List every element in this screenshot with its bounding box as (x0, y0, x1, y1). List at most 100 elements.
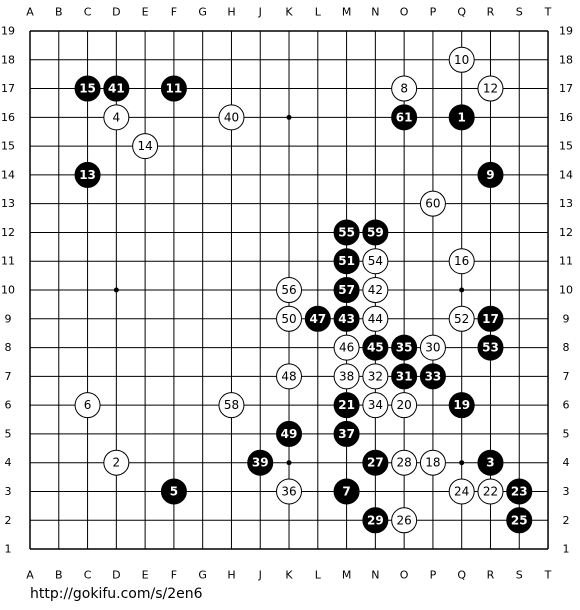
coordinates: AABBCCDDEEFFGGHHJJKKLLMMNNOOPPQQRRSSTT19… (1, 6, 573, 582)
row-label: 8 (563, 341, 570, 354)
star-point (459, 287, 465, 293)
column-label: D (112, 569, 120, 582)
row-label: 10 (559, 284, 573, 297)
move-number: 55 (338, 225, 355, 239)
stone-disc (333, 392, 360, 419)
stone: 23 (506, 478, 533, 505)
footer-url: http://gokifu.com/s/2en6 (30, 586, 203, 602)
stone: 5 (160, 478, 187, 505)
stone-disc (477, 478, 504, 505)
stone-disc (160, 478, 187, 505)
stone: 35 (391, 334, 418, 361)
stone: 24 (448, 478, 475, 505)
stone: 1 (448, 104, 475, 131)
row-label: 19 (1, 25, 15, 38)
move-number: 27 (367, 456, 384, 470)
stone-disc (333, 219, 360, 246)
move-number: 57 (338, 283, 355, 297)
stone: 10 (448, 46, 475, 73)
stone-disc (477, 305, 504, 332)
move-number: 29 (367, 513, 384, 527)
stone: 52 (448, 305, 475, 332)
stone: 37 (333, 420, 360, 447)
stone-disc (391, 104, 418, 131)
move-number: 1 (458, 110, 466, 124)
move-number: 32 (368, 369, 383, 383)
column-label: M (342, 6, 352, 19)
column-label: G (198, 569, 207, 582)
column-label: T (544, 569, 552, 582)
row-label: 6 (563, 399, 570, 412)
row-label: 7 (5, 370, 12, 383)
move-number: 40 (224, 110, 239, 124)
stone: 12 (477, 75, 504, 102)
column-label: R (487, 6, 495, 19)
stone-disc (448, 392, 475, 419)
stone-disc (362, 248, 389, 275)
row-label: 1 (563, 543, 570, 556)
stone-disc (333, 478, 360, 505)
star-point (286, 460, 292, 466)
stone-disc (477, 334, 504, 361)
stone-disc (448, 248, 475, 275)
move-number: 46 (339, 341, 354, 355)
move-number: 8 (400, 82, 408, 96)
stone: 36 (276, 478, 303, 505)
move-number: 31 (396, 369, 413, 383)
row-label: 4 (5, 456, 12, 469)
row-label: 13 (559, 197, 573, 210)
row-label: 17 (559, 82, 573, 95)
stone: 6 (74, 392, 101, 419)
stone-disc (391, 75, 418, 102)
stone-disc (362, 277, 389, 304)
column-label: F (171, 569, 177, 582)
column-label: L (315, 6, 322, 19)
row-label: 2 (5, 514, 12, 527)
row-label: 2 (563, 514, 570, 527)
stone-disc (103, 449, 130, 476)
stone: 20 (391, 392, 418, 419)
move-number: 50 (281, 312, 296, 326)
stone: 44 (362, 305, 389, 332)
column-label: K (285, 6, 293, 19)
stone-disc (333, 420, 360, 447)
move-number: 47 (309, 312, 326, 326)
move-number: 23 (511, 484, 528, 498)
stone: 49 (276, 420, 303, 447)
stone-disc (362, 363, 389, 390)
column-label: B (55, 569, 63, 582)
stone-disc (448, 104, 475, 131)
stone: 60 (419, 190, 446, 217)
row-label: 5 (563, 427, 570, 440)
column-label: Q (457, 569, 466, 582)
stone: 29 (362, 507, 389, 534)
stone: 32 (362, 363, 389, 390)
stone-disc (477, 449, 504, 476)
move-number: 24 (454, 484, 469, 498)
stone: 13 (74, 161, 101, 188)
move-number: 51 (338, 254, 355, 268)
stone: 15 (74, 75, 101, 102)
stone-disc (74, 75, 101, 102)
stone-disc (276, 420, 303, 447)
stone: 56 (276, 277, 303, 304)
column-label: P (430, 569, 437, 582)
move-number: 11 (166, 82, 183, 96)
move-number: 25 (511, 513, 528, 527)
stone-disc (132, 133, 159, 160)
column-label: E (142, 6, 149, 19)
stone-disc (276, 277, 303, 304)
stone: 7 (333, 478, 360, 505)
stone: 34 (362, 392, 389, 419)
move-number: 37 (338, 427, 355, 441)
move-number: 58 (224, 398, 239, 412)
stone: 11 (160, 75, 187, 102)
move-number: 13 (79, 168, 96, 182)
move-number: 14 (137, 139, 152, 153)
move-number: 9 (486, 168, 494, 182)
stone-disc (160, 75, 187, 102)
column-label: Q (457, 6, 466, 19)
column-label: H (227, 569, 235, 582)
stone: 59 (362, 219, 389, 246)
